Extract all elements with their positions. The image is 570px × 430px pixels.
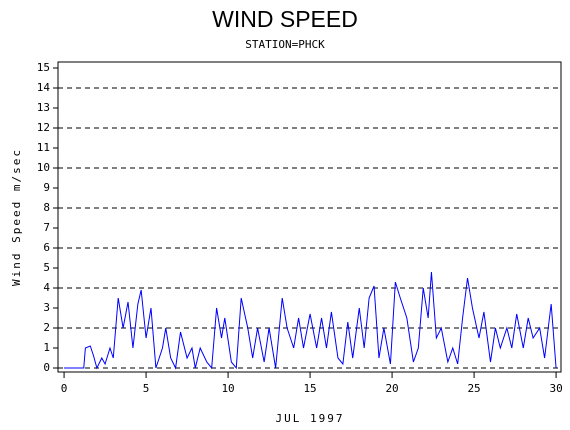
- y-tick-label: 9: [43, 181, 50, 194]
- x-tick-label: 20: [385, 382, 398, 395]
- y-tick-label: 0: [43, 361, 50, 374]
- plot-frame: [57, 61, 562, 373]
- y-tick-label: 15: [37, 61, 50, 74]
- y-tick-label: 6: [43, 241, 50, 254]
- y-tick-label: 11: [37, 141, 50, 154]
- y-tick-label: 8: [43, 201, 50, 214]
- y-tick-label: 14: [37, 81, 51, 94]
- x-tick-label: 0: [61, 382, 68, 395]
- y-tick-label: 1: [43, 341, 50, 354]
- data-line: [64, 271, 557, 370]
- chart-subtitle: STATION=PHCK: [245, 38, 325, 51]
- x-tick-label: 5: [143, 382, 150, 395]
- x-tick-label: 30: [549, 382, 562, 395]
- x-tick-label: 15: [303, 382, 316, 395]
- y-axis-label: Wind Speed m/sec: [10, 148, 23, 286]
- y-tick-label: 2: [43, 321, 50, 334]
- x-tick-label: 10: [221, 382, 234, 395]
- y-tick-label: 5: [43, 261, 50, 274]
- chart-title: WIND SPEED: [212, 6, 358, 32]
- y-tick-label: 10: [37, 161, 50, 174]
- y-tick-label: 7: [43, 221, 50, 234]
- x-axis-label: JUL 1997: [276, 412, 345, 425]
- x-tick-label: 25: [467, 382, 480, 395]
- y-tick-label: 3: [43, 301, 50, 314]
- y-tick-label: 4: [43, 281, 50, 294]
- y-tick-label: 13: [37, 101, 50, 114]
- y-tick-label: 12: [37, 121, 50, 134]
